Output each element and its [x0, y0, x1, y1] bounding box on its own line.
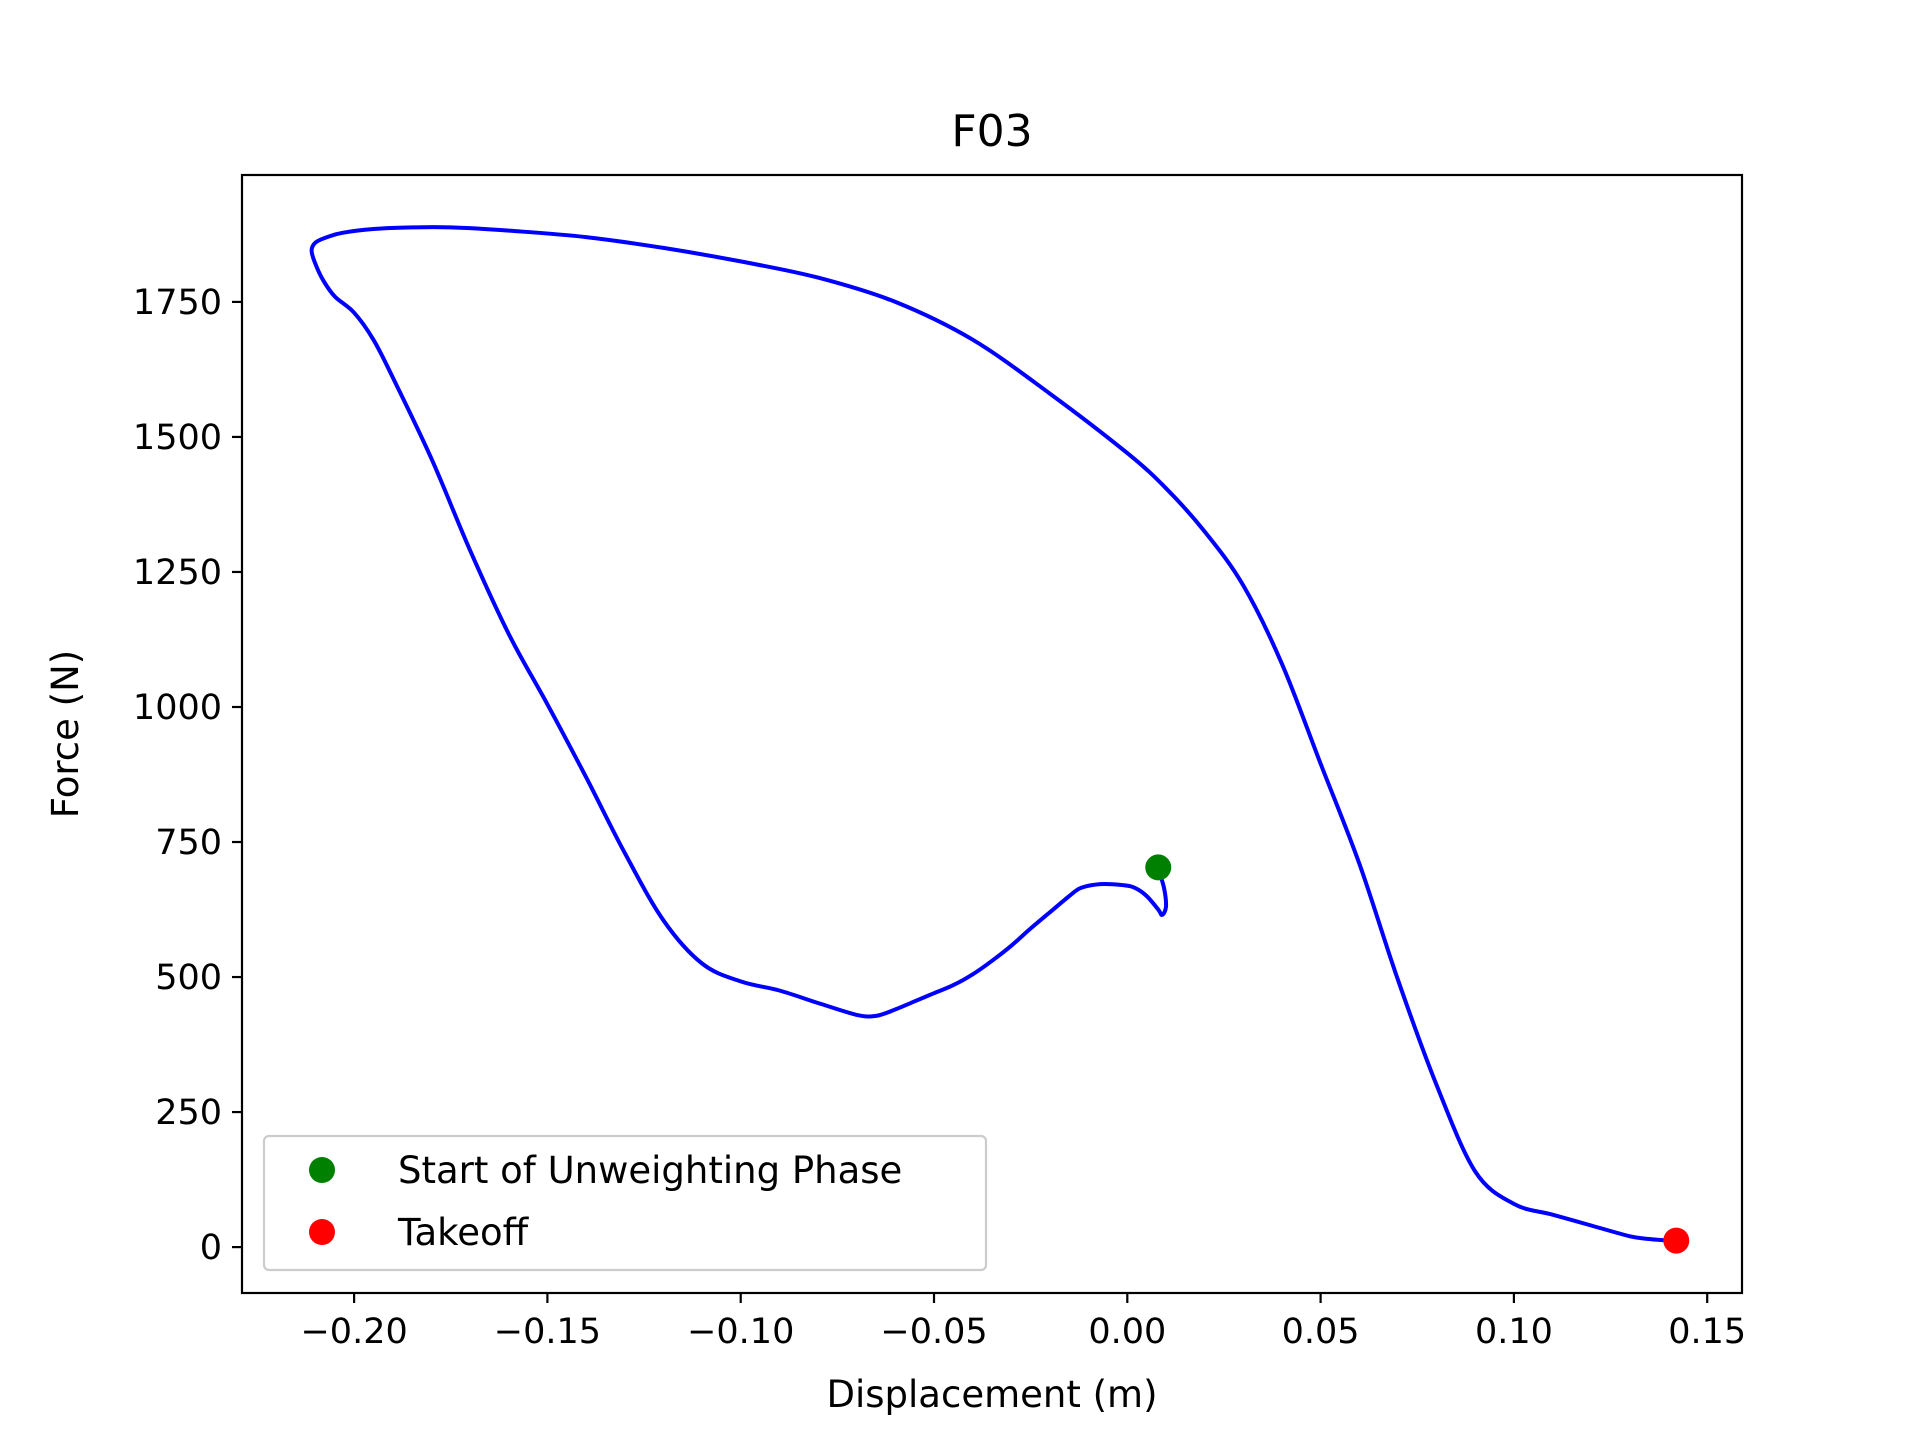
legend-label-start-of-unweighting: Start of Unweighting Phase	[398, 1149, 902, 1192]
y-tick-label: 1000	[133, 688, 222, 728]
x-tick-label: −0.05	[880, 1312, 987, 1352]
x-tick-label: 0.00	[1088, 1312, 1166, 1352]
y-tick-label: 750	[155, 823, 222, 863]
x-tick-label: 0.05	[1282, 1312, 1360, 1352]
x-tick-label: −0.20	[300, 1312, 407, 1352]
legend-marker-start-of-unweighting	[309, 1157, 335, 1183]
takeoff-marker	[1663, 1227, 1690, 1254]
x-axis-label: Displacement (m)	[826, 1373, 1157, 1416]
plot-area	[240, 173, 1744, 1295]
legend-marker-takeoff	[309, 1219, 335, 1245]
legend-box	[262, 1134, 988, 1272]
x-tick-label: −0.15	[494, 1312, 601, 1352]
y-tick-label: 1250	[133, 553, 222, 593]
y-tick-label: 1500	[133, 418, 222, 458]
legend: Start of Unweighting Phase Takeoff	[262, 1134, 988, 1272]
legend-label-takeoff: Takeoff	[397, 1211, 530, 1254]
x-tick-label: 0.15	[1668, 1312, 1746, 1352]
x-tick-label: −0.10	[687, 1312, 794, 1352]
plot-frame	[240, 173, 1744, 1295]
start-of-unweighting-marker	[1145, 854, 1172, 881]
x-axis: −0.20 −0.15 −0.10 −0.05 0.00 0.05 0.10 0.15	[300, 1293, 1746, 1352]
y-tick-label: 500	[155, 958, 222, 998]
y-tick-label: 0	[200, 1228, 222, 1268]
y-tick-label: 1750	[133, 283, 222, 323]
y-axis-label: Force (N)	[44, 650, 87, 818]
x-tick-label: 0.10	[1475, 1312, 1553, 1352]
chart-title: F03	[951, 106, 1032, 157]
y-axis: 0 250 500 750 1000 1250 1500 1750	[133, 283, 242, 1268]
y-tick-label: 250	[155, 1093, 222, 1133]
series-line	[309, 225, 1679, 1244]
